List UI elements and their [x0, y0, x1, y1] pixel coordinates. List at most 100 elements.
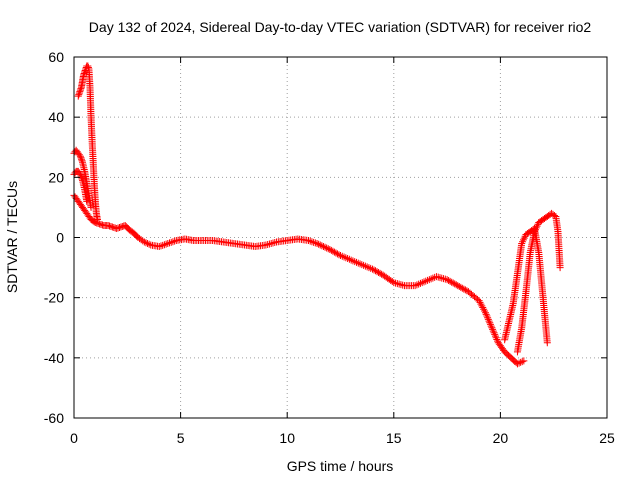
data-point-interp — [323, 244, 331, 252]
data-point-interp — [327, 246, 335, 254]
data-point — [313, 240, 321, 248]
data-point-interp — [451, 280, 459, 288]
x-tick-label: 15 — [386, 430, 402, 446]
data-point-interp — [418, 279, 426, 287]
data-point-interp — [169, 238, 177, 246]
data-point — [76, 152, 84, 160]
data-point-interp — [342, 254, 350, 262]
data-point-interp — [427, 275, 435, 283]
data-point-interp — [271, 239, 279, 247]
data-point-interp — [365, 264, 373, 272]
data-point-interp — [436, 274, 444, 282]
series-main-trace — [70, 191, 528, 368]
data-point-interp — [77, 172, 85, 180]
data-point — [262, 241, 270, 249]
data-point-interp — [367, 264, 375, 272]
data-point-interp — [484, 314, 492, 322]
data-point-interp — [167, 238, 175, 246]
data-point-interp — [477, 300, 485, 308]
data-series — [70, 62, 564, 368]
data-point-interp — [306, 237, 314, 245]
data-point-interp — [517, 358, 525, 366]
x-tick-label: 0 — [70, 430, 78, 446]
data-point-interp — [308, 238, 316, 246]
data-point-interp — [76, 88, 84, 96]
data-point — [411, 282, 419, 290]
y-tick-label: 20 — [48, 169, 64, 185]
data-point-interp — [267, 240, 275, 248]
data-point-interp — [329, 247, 337, 255]
data-point-interp — [265, 240, 273, 248]
data-point-interp — [316, 241, 324, 249]
data-point-interp — [478, 302, 486, 310]
data-point — [518, 240, 526, 248]
data-point — [80, 71, 88, 79]
data-point — [432, 273, 440, 281]
data-point-interp — [515, 359, 523, 367]
data-point-interp — [106, 222, 114, 230]
y-tick-label: 60 — [48, 49, 64, 65]
data-point-interp — [107, 222, 115, 230]
data-point-interp — [335, 251, 343, 259]
data-point-interp — [491, 330, 499, 338]
data-point — [155, 243, 163, 251]
data-point-interp — [518, 358, 526, 366]
data-point — [113, 224, 121, 232]
data-point-interp — [354, 259, 362, 267]
data-point-interp — [486, 320, 494, 328]
data-point-interp — [324, 245, 332, 253]
axis-ticks: 0 5 10 15 20 25 -60 -40 -20 0 20 40 60 — [44, 49, 615, 446]
data-point-interp — [376, 269, 384, 277]
data-point-interp — [455, 282, 463, 290]
data-point-interp — [452, 281, 460, 289]
data-point-interp — [445, 276, 453, 284]
data-point-interp — [345, 255, 353, 263]
x-tick-label: 10 — [279, 430, 295, 446]
data-point — [93, 215, 101, 223]
data-point-interp — [550, 211, 558, 219]
data-point-interp — [493, 335, 501, 343]
x-tick-label: 25 — [599, 430, 615, 446]
data-point-interp — [160, 241, 168, 249]
data-point-interp — [372, 267, 380, 275]
data-point-interp — [373, 268, 381, 276]
y-axis-label: SDTVAR / TECUs — [4, 181, 20, 293]
data-point — [488, 324, 496, 332]
data-point-interp — [77, 155, 85, 163]
data-point-interp — [157, 242, 165, 250]
data-point-interp — [481, 307, 489, 315]
data-point-interp — [480, 305, 488, 313]
data-point-interp — [310, 238, 318, 246]
data-point — [454, 282, 462, 290]
series-late-rise-branch-2 — [501, 224, 551, 347]
data-point-interp — [519, 238, 527, 246]
data-point — [481, 309, 489, 317]
data-point-interp — [420, 278, 428, 286]
data-point-interp — [489, 325, 497, 333]
data-point-interp — [115, 223, 123, 231]
data-point-interp — [484, 315, 492, 323]
series-late-rise — [513, 209, 564, 356]
chart-title: Day 132 of 2024, Sidereal Day-to-day VTE… — [89, 19, 592, 35]
data-point-interp — [415, 280, 423, 288]
data-point-interp — [145, 240, 153, 248]
data-point-interp — [363, 263, 371, 271]
data-point — [543, 339, 551, 347]
data-point-interp — [424, 276, 432, 284]
data-point-interp — [356, 260, 364, 268]
data-point-interp — [77, 154, 85, 162]
data-point — [76, 170, 84, 178]
data-point-interp — [75, 151, 83, 159]
data-point-interp — [438, 274, 446, 282]
data-point-interp — [519, 236, 527, 244]
data-point-interp — [491, 332, 499, 340]
series-initial-spike — [74, 62, 101, 223]
data-point-interp — [344, 255, 352, 263]
x-tick-label: 20 — [493, 430, 509, 446]
y-tick-label: -40 — [44, 350, 64, 366]
data-point — [164, 240, 172, 248]
data-point-interp — [370, 266, 378, 274]
data-point-interp — [360, 261, 368, 269]
data-point-interp — [75, 91, 83, 99]
